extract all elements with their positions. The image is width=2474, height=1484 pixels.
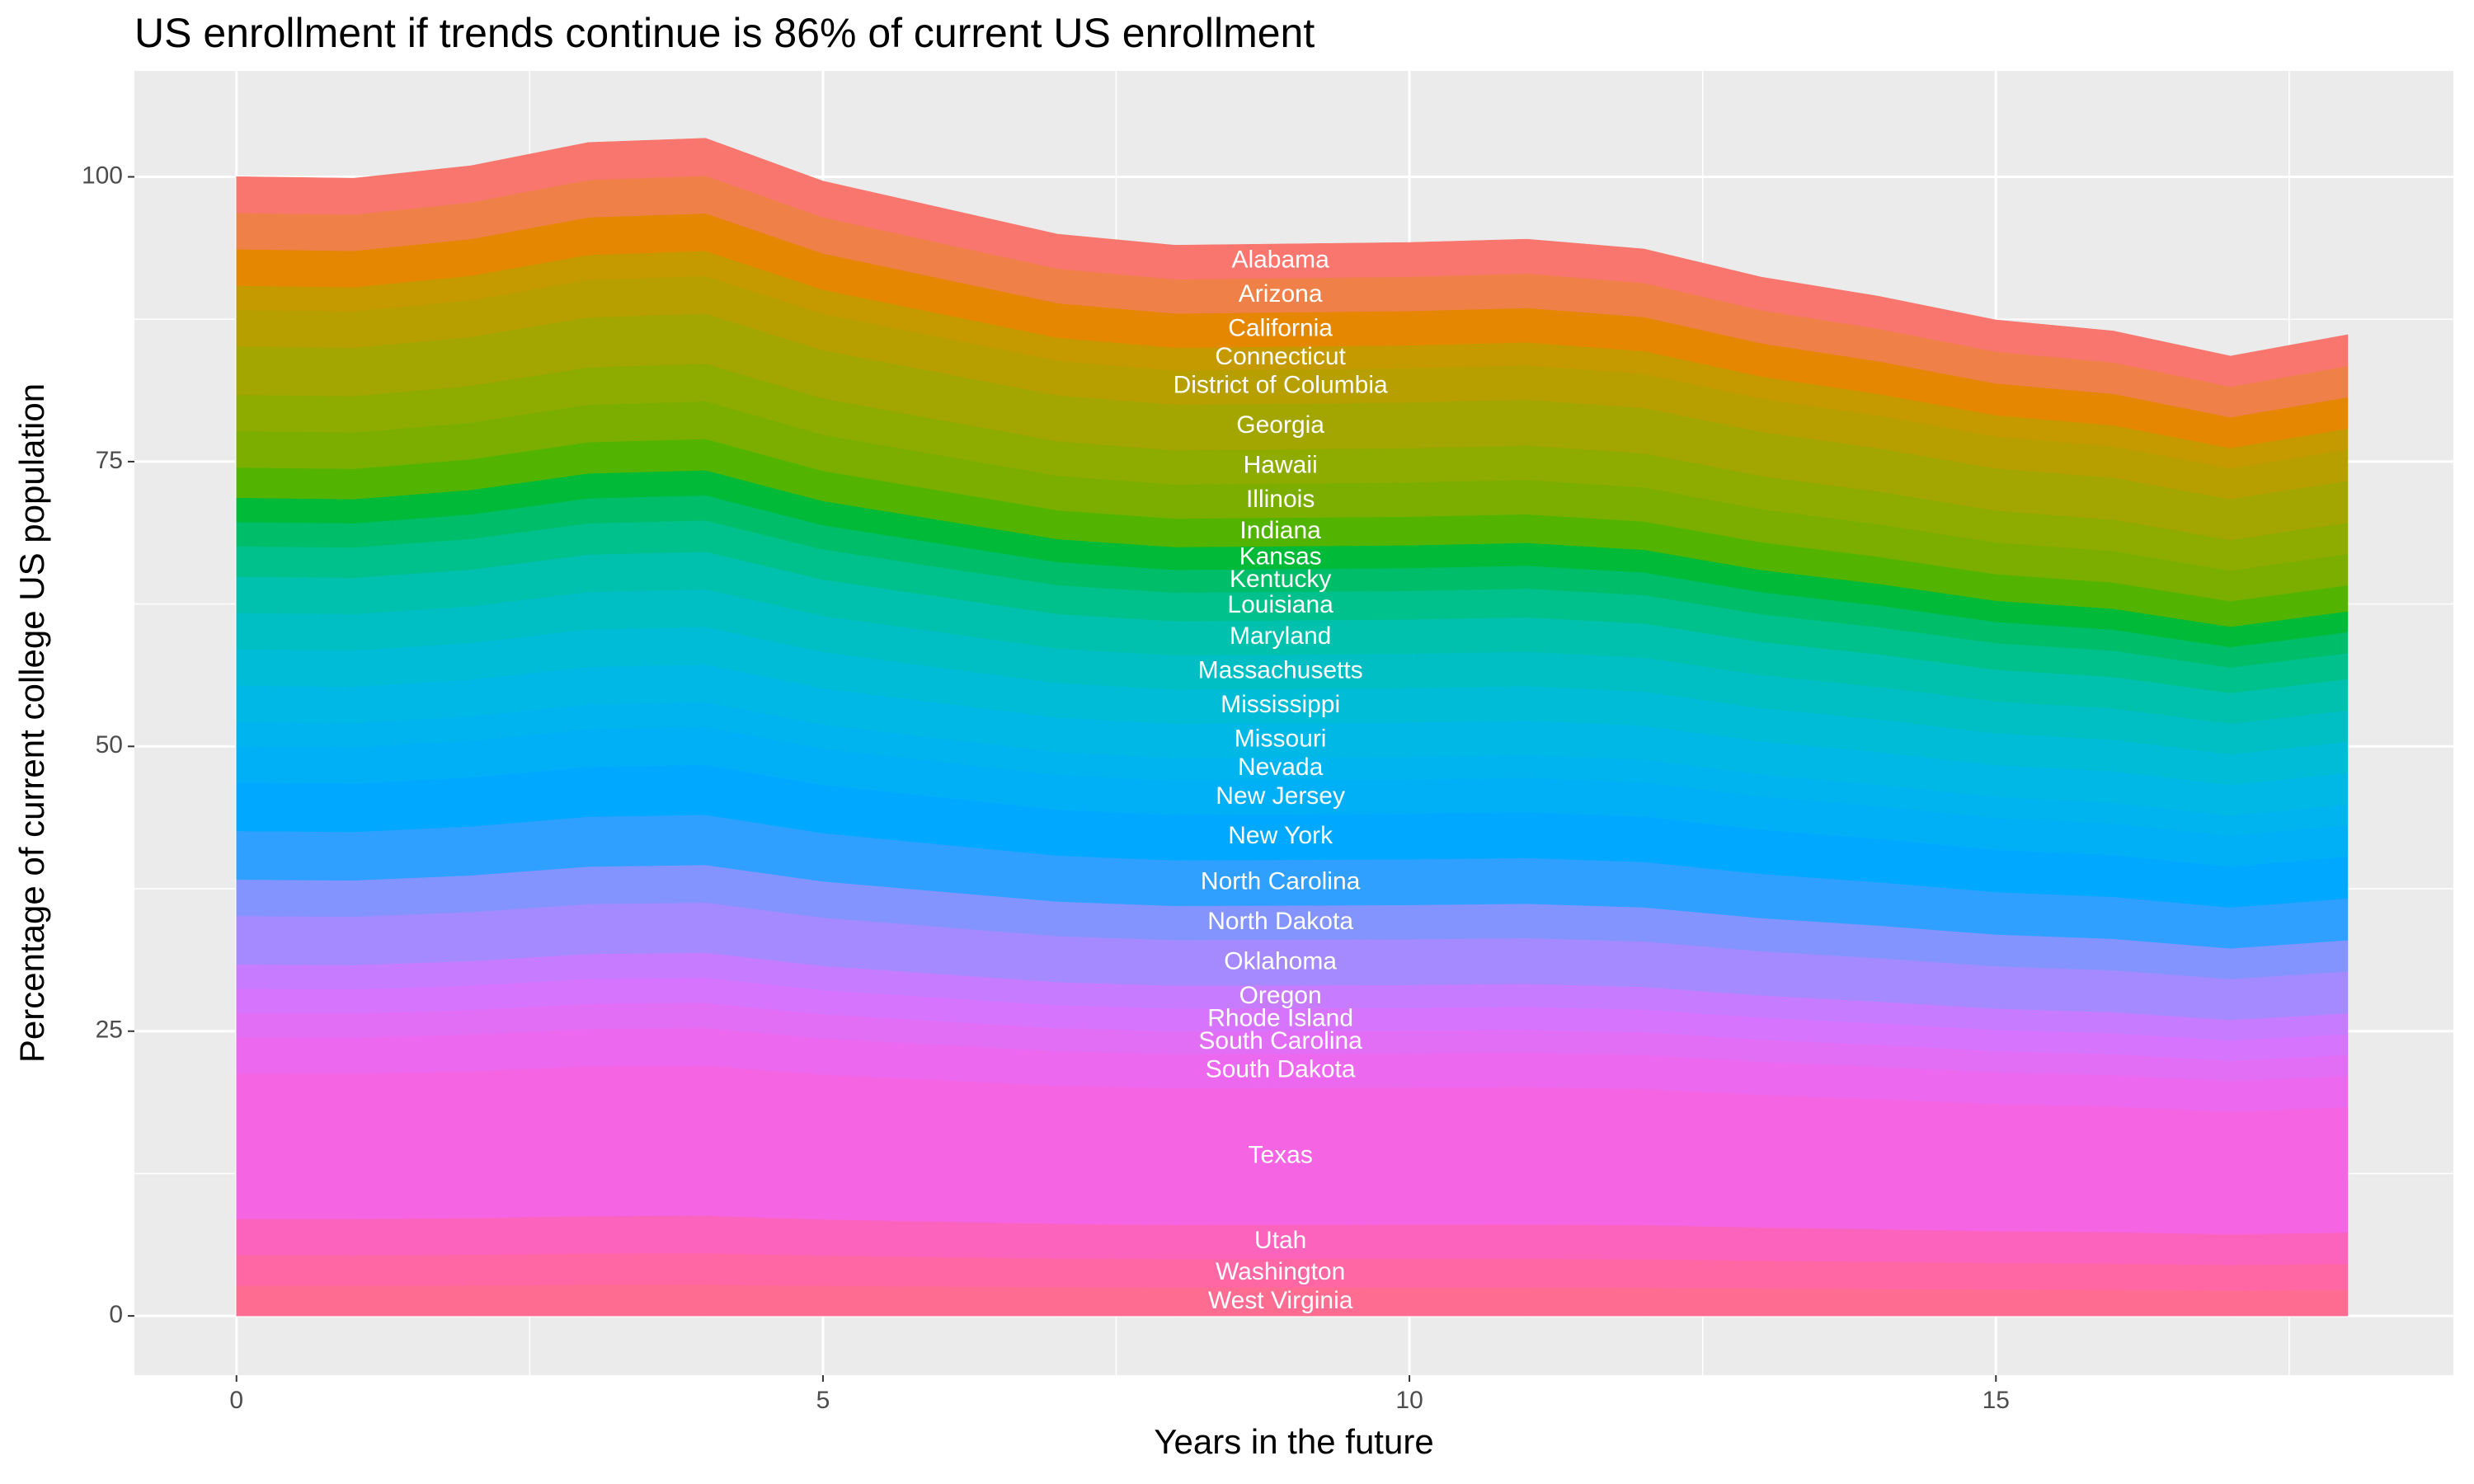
y-tick-label: 0 <box>109 1301 123 1328</box>
area-label: Alabama <box>1231 247 1329 274</box>
y-tick-label: 75 <box>96 447 123 474</box>
area-label: New Jersey <box>1216 782 1345 810</box>
area-label: South Carolina <box>1198 1027 1362 1054</box>
area-label: Nevada <box>1238 754 1324 781</box>
x-axis-label: Years in the future <box>1154 1422 1433 1461</box>
area-label: Rhode Island <box>1207 1004 1353 1031</box>
area-label: Maryland <box>1230 622 1331 650</box>
area-label: Arizona <box>1239 280 1323 308</box>
area-label: Hawaii <box>1244 452 1318 479</box>
area-label: Massachusetts <box>1198 657 1363 684</box>
x-tick-label: 0 <box>229 1387 243 1414</box>
area-label: District of Columbia <box>1174 372 1388 399</box>
x-tick-label: 10 <box>1395 1387 1423 1414</box>
area-label: Oregon <box>1239 982 1322 1009</box>
area-label: Georgia <box>1236 411 1324 439</box>
area-label: Louisiana <box>1227 591 1333 618</box>
area-label: Texas <box>1248 1141 1312 1168</box>
chart-title: US enrollment if trends continue is 86% … <box>134 10 1315 56</box>
x-tick-label: 15 <box>1982 1387 2010 1414</box>
area-label: Indiana <box>1239 517 1321 544</box>
y-tick-label: 25 <box>96 1017 123 1044</box>
area-label: New York <box>1228 822 1333 849</box>
y-tick-label: 100 <box>82 162 123 189</box>
area-label: Illinois <box>1246 486 1315 513</box>
x-tick-label: 5 <box>816 1387 830 1414</box>
area-label: South Dakota <box>1206 1056 1356 1083</box>
area-label: Washington <box>1216 1258 1345 1285</box>
area-label: North Carolina <box>1201 868 1361 895</box>
area-label: Connecticut <box>1215 343 1346 370</box>
area-label: Utah <box>1254 1227 1306 1254</box>
area <box>236 138 2349 387</box>
area-label: Kansas <box>1239 542 1322 570</box>
area-label: Kentucky <box>1230 566 1331 593</box>
y-axis-label: Percentage of current college US populat… <box>12 383 51 1063</box>
area-label: West Virginia <box>1208 1287 1353 1314</box>
area-label: Mississippi <box>1221 691 1340 718</box>
y-tick-label: 50 <box>96 731 123 758</box>
area-label: North Dakota <box>1207 908 1353 935</box>
area-label: Missouri <box>1235 726 1327 753</box>
area-label: California <box>1228 315 1333 342</box>
area-label: Oklahoma <box>1224 947 1337 974</box>
